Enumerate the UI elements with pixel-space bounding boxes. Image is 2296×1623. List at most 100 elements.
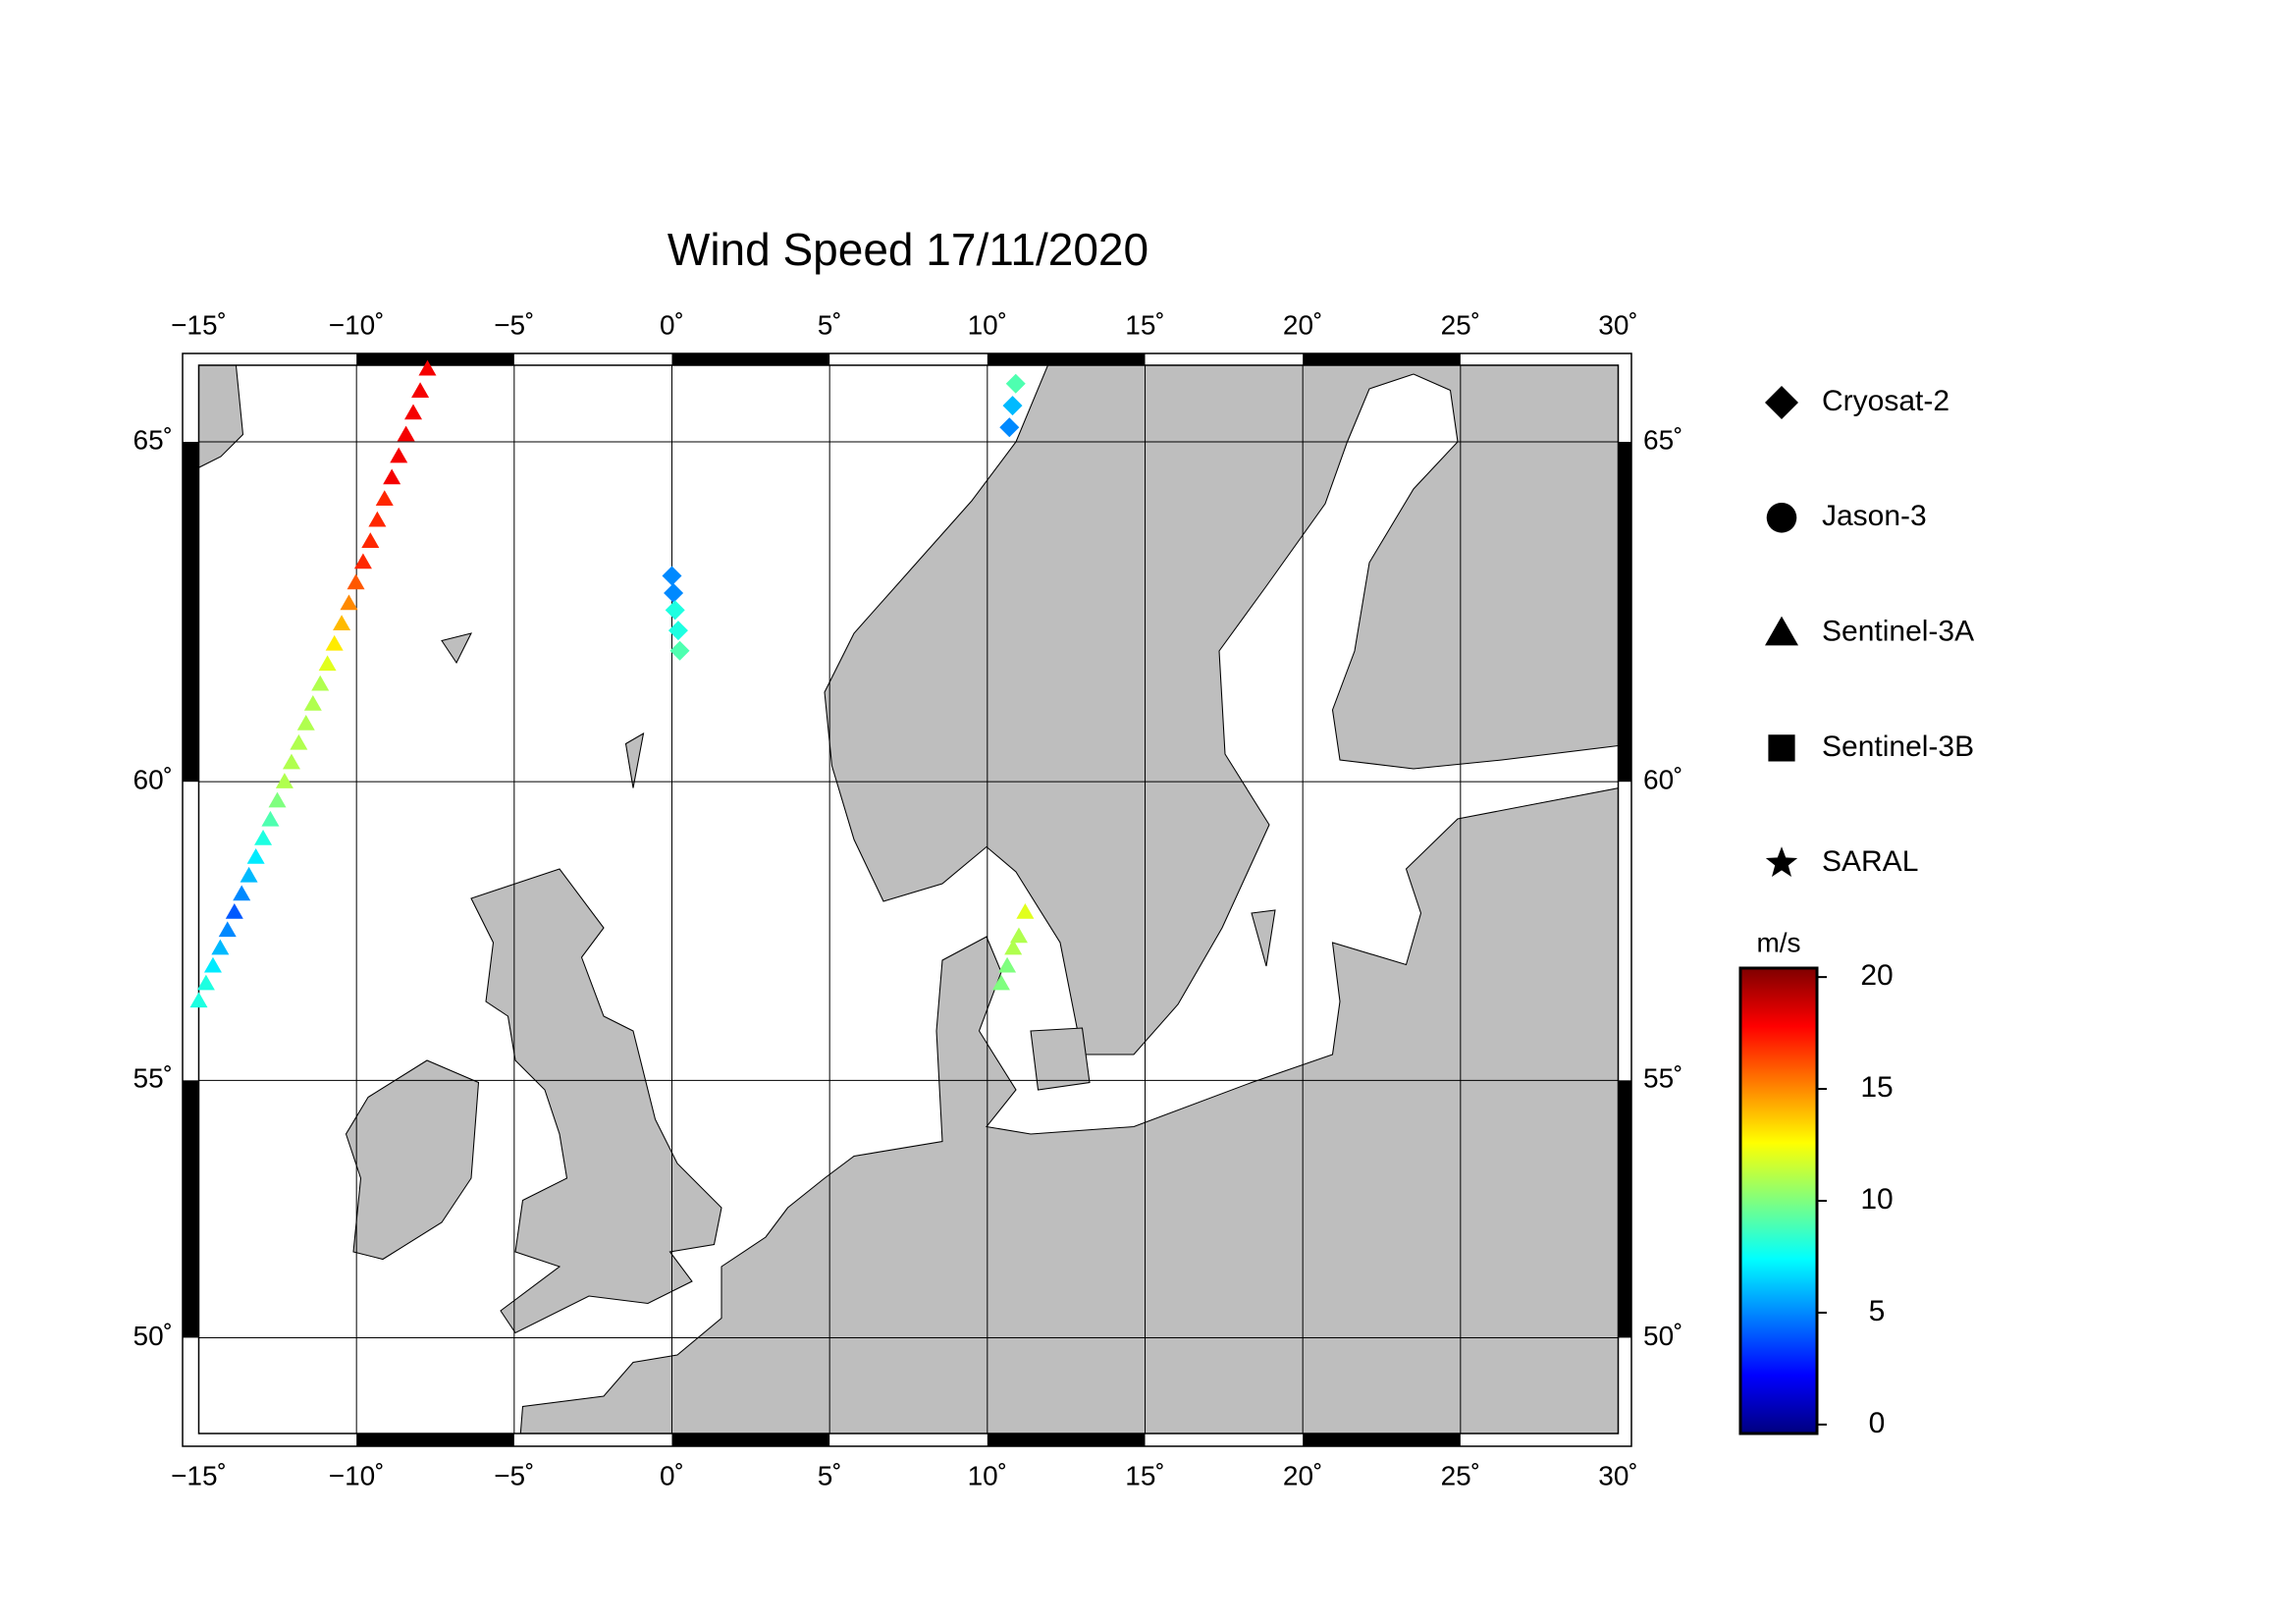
y-tick-label: 65˚	[133, 424, 173, 455]
frame-bar	[356, 353, 514, 365]
frame-outer	[182, 352, 1632, 1447]
frame-bar	[987, 1434, 1146, 1446]
track-point	[211, 939, 230, 955]
frame-bar	[987, 353, 1146, 365]
track-point	[662, 566, 682, 586]
frame-bar	[671, 1434, 830, 1446]
track-point	[261, 810, 280, 827]
track-point	[361, 532, 380, 548]
x-tick-label: 15˚	[1125, 1460, 1164, 1490]
x-tick-label: 0˚	[660, 1460, 684, 1490]
x-tick-label: −15˚	[171, 1460, 227, 1490]
track-point	[999, 417, 1020, 438]
x-tick-label: 30˚	[1598, 309, 1637, 340]
track-point	[390, 447, 408, 463]
x-tick-label: 25˚	[1441, 1460, 1480, 1490]
track-point	[998, 956, 1017, 973]
track-point	[290, 733, 308, 750]
track-point	[383, 468, 401, 485]
track-point	[196, 974, 215, 991]
track-point	[189, 992, 208, 1008]
track-point	[282, 753, 300, 770]
y-tick-label: 60˚	[1643, 765, 1682, 795]
frame-bar	[183, 442, 199, 783]
track-point	[1009, 927, 1028, 944]
y-tick-label: 50˚	[1643, 1321, 1682, 1351]
x-tick-label: −15˚	[171, 309, 227, 340]
frame-bar	[356, 1434, 514, 1446]
track-point	[991, 974, 1010, 991]
track-point	[296, 714, 315, 730]
track-point	[333, 615, 351, 631]
frame-bar	[1618, 442, 1631, 783]
track-point	[318, 655, 337, 672]
legend-marker	[1765, 846, 1798, 877]
track-point	[1005, 373, 1026, 394]
frame-bar	[671, 353, 830, 365]
track-point	[664, 583, 684, 604]
track-point	[411, 382, 430, 398]
track-point	[1016, 903, 1035, 919]
gotland	[1251, 909, 1276, 967]
x-tick-label: −5˚	[494, 309, 534, 340]
x-tick-label: 5˚	[818, 309, 842, 340]
legend-label: SARAL	[1822, 845, 1918, 878]
legend-marker	[1768, 734, 1795, 762]
track-point	[275, 773, 294, 788]
track-point	[340, 594, 358, 611]
track-point	[240, 866, 258, 883]
track-point	[218, 921, 237, 938]
y-tick-label: 50˚	[133, 1321, 173, 1351]
x-tick-label: −10˚	[329, 309, 385, 340]
ireland	[345, 1059, 480, 1261]
legend-marker	[1766, 503, 1797, 533]
track-point	[1002, 396, 1023, 416]
legend-label: Sentinel-3A	[1822, 616, 1974, 648]
x-tick-label: 15˚	[1125, 309, 1164, 340]
legend-marker	[1765, 386, 1798, 419]
x-tick-label: 5˚	[818, 1460, 842, 1490]
colorbar	[1738, 966, 1819, 1435]
track-point	[246, 848, 265, 864]
legend-marker	[1765, 616, 1798, 646]
x-tick-label: 25˚	[1441, 309, 1480, 340]
track-point	[233, 885, 251, 901]
frame-inner	[197, 364, 1620, 1434]
y-tick-label: 55˚	[1643, 1063, 1682, 1094]
track-point	[325, 634, 344, 651]
x-tick-label: 10˚	[968, 1460, 1007, 1490]
track-point	[203, 956, 222, 973]
track-point	[347, 573, 365, 590]
track-point	[254, 830, 273, 845]
colorbar-tick-label: 5	[1869, 1295, 1886, 1327]
track-point	[311, 675, 330, 691]
track-point	[397, 425, 415, 442]
track-point	[353, 553, 372, 569]
x-tick-label: 10˚	[968, 309, 1007, 340]
zealand	[1030, 1027, 1091, 1091]
y-tick-label: 65˚	[1643, 424, 1682, 455]
colorbar-tick-label: 10	[1860, 1183, 1893, 1216]
track-point	[669, 640, 690, 661]
y-tick-label: 55˚	[133, 1063, 173, 1094]
frame-bar	[1618, 1080, 1631, 1338]
x-tick-label: −5˚	[494, 1460, 534, 1490]
frame-bar	[1303, 353, 1461, 365]
track-point	[665, 600, 685, 621]
track-point	[375, 490, 394, 506]
track-point	[667, 621, 688, 641]
x-tick-label: 20˚	[1283, 1460, 1322, 1490]
track-point	[303, 694, 322, 711]
colorbar-tick-label: 0	[1869, 1407, 1886, 1439]
y-tick-label: 60˚	[133, 765, 173, 795]
x-tick-label: 0˚	[660, 309, 684, 340]
colorbar-tick-label: 15	[1860, 1071, 1893, 1104]
faroes	[441, 632, 472, 665]
track-point	[225, 903, 243, 919]
track-point	[368, 511, 387, 527]
colorbar-label: m/s	[1756, 927, 1800, 957]
land	[198, 365, 1619, 1434]
great-britain	[470, 868, 722, 1334]
track-point	[268, 791, 287, 808]
frame-bar	[1303, 1434, 1461, 1446]
